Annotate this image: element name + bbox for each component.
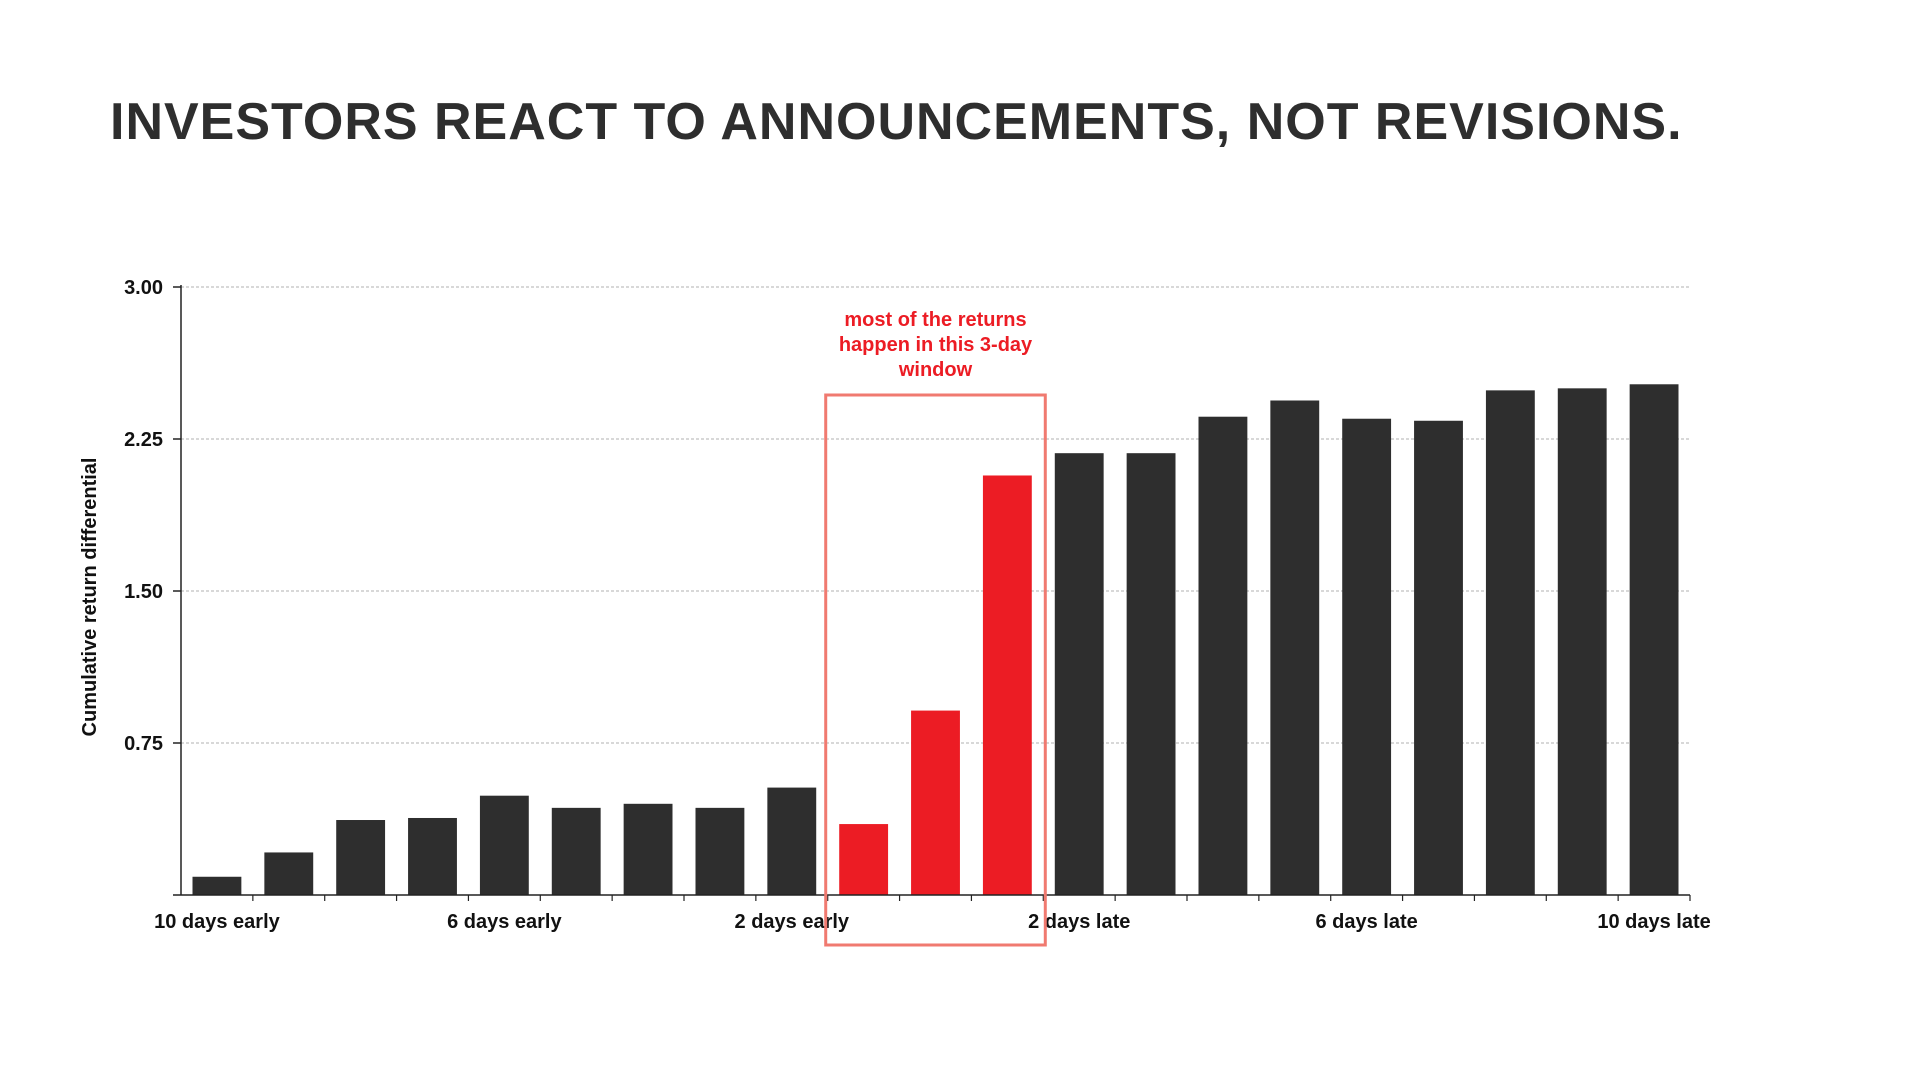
annotation-line: most of the returns: [844, 309, 1026, 331]
annotation-text: most of the returns happen in this 3-day w…: [839, 309, 1033, 381]
bar: [1557, 388, 1607, 895]
y-tick-label: 1.50: [124, 581, 163, 603]
axes: [173, 285, 1691, 901]
x-tick-label: 6 days late: [1315, 911, 1417, 933]
x-tick-label: 2 days late: [1028, 911, 1130, 933]
slide-title: INVESTORS REACT TO ANNOUNCEMENTS, NOT RE…: [110, 93, 1683, 151]
bar: [479, 795, 529, 895]
bar-highlighted: [911, 710, 960, 895]
bar-highlighted: [982, 475, 1032, 895]
bars: [192, 384, 1679, 895]
bar: [1054, 453, 1104, 895]
bar: [1629, 384, 1679, 895]
bar: [264, 852, 314, 895]
annotation-box: [824, 393, 1047, 947]
bar: [767, 787, 817, 895]
y-tick-label: 3.00: [124, 277, 163, 299]
x-tick-label: 10 days early: [154, 911, 281, 933]
bar: [1126, 453, 1176, 895]
bar: [1485, 390, 1535, 895]
bar: [1342, 418, 1392, 895]
x-tick-label: 2 days early: [735, 911, 850, 933]
bar: [1414, 420, 1463, 895]
bar: [1198, 416, 1248, 895]
tick-labels: 3.00 2.25 1.50 0.75 10 days early 6 days earl…: [124, 277, 1711, 933]
y-tick-label: 0.75: [124, 733, 163, 755]
annotation: most of the returns happen in this 3-day w…: [824, 309, 1047, 947]
bar-highlighted: [839, 824, 889, 895]
annotation-line: happen in this 3-day: [839, 334, 1033, 356]
bar: [408, 817, 457, 895]
bar: [1270, 400, 1320, 895]
bar: [623, 803, 673, 895]
x-tick-label: 6 days early: [447, 911, 562, 933]
y-tick-label: 2.25: [124, 429, 163, 451]
bar: [551, 807, 601, 895]
annotation-line: window: [898, 359, 973, 381]
bar: [192, 876, 242, 895]
x-tick-label: 10 days late: [1597, 911, 1710, 933]
bar: [336, 820, 386, 895]
bar: [695, 807, 745, 895]
y-axis-title: Cumulative return differential: [79, 458, 101, 737]
